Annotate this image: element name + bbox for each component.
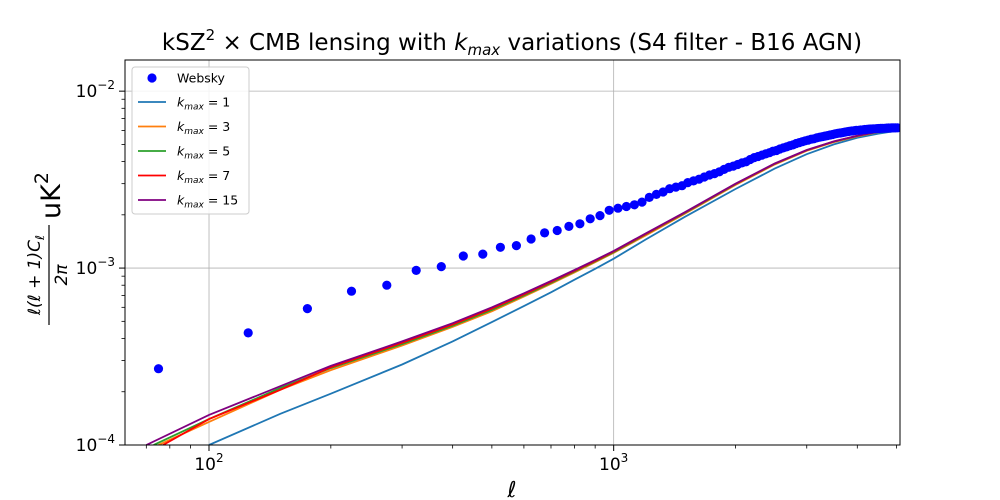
y-label-numerator: ℓ(ℓ + 1)Cℓ <box>25 235 47 316</box>
y-tick-label: 10−2 <box>76 78 115 102</box>
websky-point <box>585 214 595 224</box>
websky-point <box>892 123 900 133</box>
legend-label: kmax = 1 <box>177 95 230 113</box>
y-axis-label: ℓ(ℓ + 1)Cℓ 2π uK2 <box>25 172 72 325</box>
legend-item-websky: Websky <box>147 71 226 86</box>
legend-item-2: kmax = 3 <box>138 119 230 137</box>
websky-point <box>511 241 521 251</box>
websky-point <box>595 211 605 221</box>
legend-item-1: kmax = 1 <box>138 95 230 113</box>
x-axis-label: ℓ <box>506 478 516 500</box>
series-line-5 <box>145 127 900 445</box>
websky-point <box>644 192 654 202</box>
websky-point <box>613 203 623 213</box>
title-part-c: variations (S4 filter - B16 AGN) <box>500 30 862 56</box>
x-tick-label: 103 <box>599 451 628 475</box>
legend-item-5: kmax = 15 <box>138 193 238 211</box>
websky-point <box>436 262 446 272</box>
websky-point <box>243 328 253 338</box>
websky-point <box>604 205 614 215</box>
legend-item-3: kmax = 5 <box>138 144 230 162</box>
legend-label-websky: Websky <box>177 71 226 86</box>
plot-frame <box>124 59 901 446</box>
axis-ticks: 102 103 10−4 10−3 10−2 <box>76 78 897 475</box>
websky-point <box>575 219 585 229</box>
title-k: k <box>454 30 469 56</box>
websky-point <box>526 234 536 244</box>
legend-box <box>131 66 250 215</box>
websky-point <box>495 242 505 252</box>
websky-point <box>621 201 632 212</box>
websky-point <box>540 228 550 238</box>
legend-label: kmax = 5 <box>177 144 230 162</box>
legend-label: kmax = 7 <box>177 168 230 186</box>
websky-point <box>302 304 312 314</box>
title-part-a: kSZ <box>162 30 206 56</box>
series-line-3 <box>153 128 900 445</box>
websky-point <box>637 197 647 207</box>
legend: Websky kmax = 1 kmax = 3 kmax = 5 kmax = 7 km… <box>131 66 250 215</box>
legend-label: kmax = 3 <box>177 119 230 137</box>
series-line-2 <box>158 128 900 445</box>
legend-marker-websky <box>147 73 157 83</box>
legend-label: kmax = 15 <box>177 193 238 211</box>
title-part-b: × CMB lensing with <box>215 30 454 56</box>
y-label-unit: uK2 <box>31 172 67 219</box>
y-label-denominator: 2π <box>52 264 72 286</box>
y-tick-label: 10−3 <box>76 255 115 279</box>
websky-point <box>552 225 562 236</box>
websky-point <box>382 280 392 290</box>
websky-point <box>411 265 421 275</box>
title-part-a-sup: 2 <box>206 26 216 44</box>
series-line-4 <box>162 127 900 445</box>
websky-point <box>153 364 164 374</box>
chart-title: kSZ2 × CMB lensing with kmax variations … <box>162 26 862 59</box>
y-tick-label: 10−4 <box>76 432 115 456</box>
websky-points <box>153 123 900 374</box>
websky-point <box>478 249 488 259</box>
series-lines <box>145 127 900 445</box>
legend-item-4: kmax = 7 <box>138 168 230 186</box>
series-line-1 <box>208 129 900 445</box>
websky-point <box>564 221 574 231</box>
title-k-sub: max <box>467 41 500 59</box>
x-tick-label: 102 <box>194 451 223 475</box>
websky-point <box>629 200 640 210</box>
websky-point <box>346 286 357 296</box>
websky-point <box>458 251 468 261</box>
